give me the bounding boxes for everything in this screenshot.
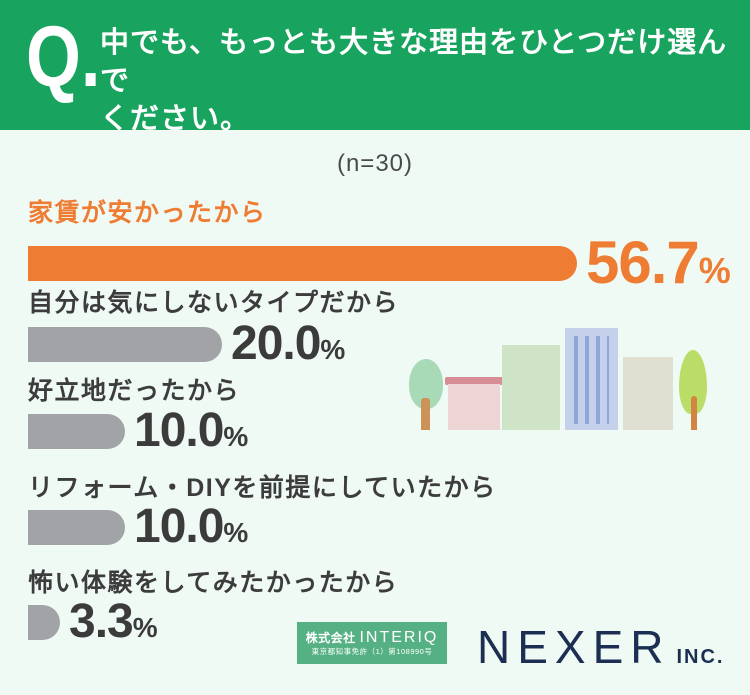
sample-size-label: (n=30) [336, 150, 414, 177]
bar-label-rent-cheap: 家賃が安かったから [28, 199, 267, 227]
nexer-logo: NEXER INC. [477, 624, 724, 670]
bar-value: 10.0% [134, 407, 248, 455]
company-name: INTERIQ [359, 629, 439, 647]
bar-row: 10.0% [28, 503, 248, 551]
bar-reform-diy [28, 509, 125, 545]
tree-trunk-icon [691, 396, 697, 430]
bar-value: 56.7% [586, 233, 731, 293]
question-line-2: ください。 [100, 103, 251, 135]
interiq-license: 東京都知事免許（1）第108990号 [311, 647, 433, 657]
blue-tower-icon [565, 328, 618, 430]
question-header: Q. 中でも、もっとも大きな理由をひとつだけ選んで ください。 [0, 0, 750, 135]
tree-trunk-icon [421, 398, 430, 430]
bar-row: 56.7% [28, 233, 731, 293]
bar-value: 10.0% [134, 503, 248, 551]
percent-sign: % [698, 250, 731, 291]
bar-label-dont-mind: 自分は気にしないタイプだから [28, 289, 400, 317]
percent-sign: % [132, 612, 158, 643]
pink-building-roof [445, 377, 503, 385]
city-illustration [405, 328, 715, 430]
percent-sign: % [320, 334, 346, 365]
beige-building-icon [623, 357, 673, 430]
value-number: 10.0 [134, 404, 224, 457]
percent-sign: % [223, 517, 249, 548]
interiq-company-line: 株式会社 INTERIQ [297, 630, 447, 646]
bar-rent-cheap [28, 245, 577, 281]
value-number: 20.0 [231, 317, 321, 370]
bar-row: 3.3% [28, 598, 158, 646]
pink-building-icon [448, 384, 500, 430]
value-number: 10.0 [134, 500, 224, 553]
nexer-wordmark: NEXER [477, 621, 671, 673]
bar-value: 3.3% [69, 598, 158, 646]
nexer-inc-suffix: INC. [676, 646, 725, 668]
value-number: 56.7 [586, 229, 700, 296]
question-text: 中でも、もっとも大きな理由をひとつだけ選んで ください。 [100, 24, 750, 138]
percent-sign: % [223, 421, 249, 452]
bar-label-scary-experience: 怖い体験をしてみたかったから [28, 569, 399, 597]
bar-row: 20.0% [28, 320, 345, 368]
bar-dont-mind [28, 326, 222, 362]
value-number: 3.3 [69, 595, 134, 648]
bar-label-reform-diy: リフォーム・DIYを前提にしていたから [28, 474, 497, 502]
company-prefix: 株式会社 [305, 631, 356, 646]
green-building-icon [502, 345, 560, 430]
bar-scary-experience [28, 604, 60, 640]
interiq-logo: 株式会社 INTERIQ 東京都知事免許（1）第108990号 [297, 622, 447, 664]
bar-good-location [28, 413, 125, 449]
tower-stripes [574, 336, 609, 424]
bar-label-good-location: 好立地だったから [28, 377, 241, 405]
bar-value: 20.0% [231, 320, 345, 368]
bar-row: 10.0% [28, 407, 248, 455]
q-mark: Q. [26, 9, 101, 105]
question-line-1: 中でも、もっとも大きな理由をひとつだけ選んで [100, 27, 728, 97]
